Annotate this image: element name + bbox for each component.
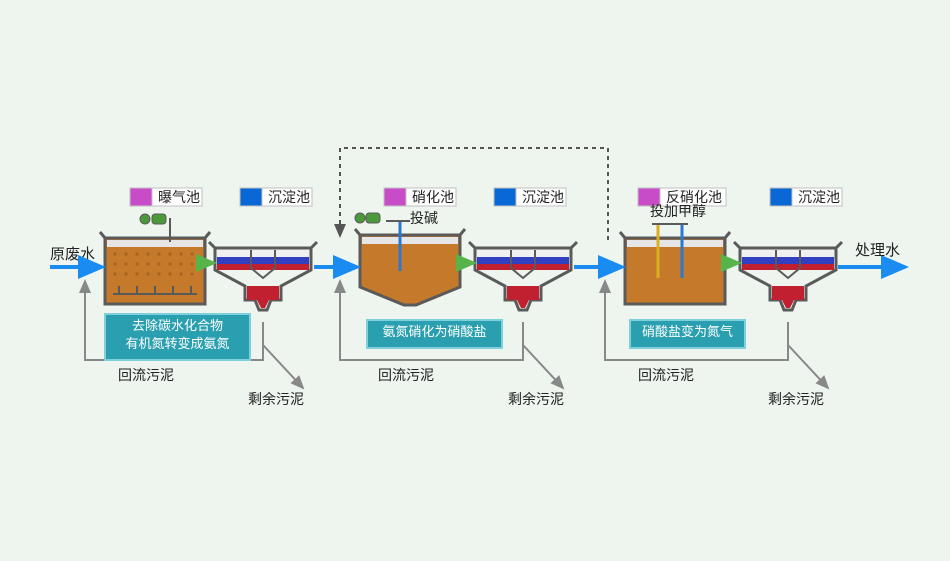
legend-swatch [240, 188, 262, 206]
process-box-text: 去除碳水化合物 [132, 318, 223, 333]
legend-label: 沉淀池 [798, 189, 840, 205]
bubble [146, 262, 149, 265]
bubble [124, 262, 127, 265]
bubble [190, 252, 193, 255]
legend-swatch [494, 188, 516, 206]
add-methanol-label: 投加甲醇 [650, 203, 706, 219]
bubble [179, 272, 182, 275]
settler-layer [217, 257, 309, 264]
pump-icon [355, 213, 365, 223]
tank-surface [107, 240, 203, 247]
bubble [179, 252, 182, 255]
legend-swatch [130, 188, 152, 206]
bubble [157, 262, 160, 265]
bubble [157, 252, 160, 255]
bubble [113, 252, 116, 255]
settler-layer [742, 250, 834, 257]
bubble [190, 272, 193, 275]
settler-layer [217, 264, 309, 270]
outflow-label: 处理水 [855, 242, 900, 259]
bubble [146, 272, 149, 275]
tank-surface [362, 237, 458, 244]
bubble [113, 272, 116, 275]
settler-layer [477, 257, 569, 264]
legend-label: 硝化池 [412, 189, 454, 205]
blower-icon [140, 214, 150, 224]
return-sludge-label: 回流污泥 [378, 367, 434, 383]
add-alkali-label: 投碱 [410, 210, 438, 226]
excess-sludge-label: 剩余污泥 [768, 391, 824, 407]
bubble [146, 252, 149, 255]
legend-swatch [770, 188, 792, 206]
process-box-text: 硝酸盐变为氮气 [642, 324, 733, 339]
process-box-text: 有机氮转变成氨氮 [125, 336, 229, 351]
bubble [113, 262, 116, 265]
legend-label: 沉淀池 [522, 189, 564, 205]
bubble [179, 262, 182, 265]
process-box-text: 氨氮硝化为硝酸盐 [382, 324, 486, 339]
bubble [168, 262, 171, 265]
legend-swatch [384, 188, 406, 206]
legend-label: 沉淀池 [268, 189, 310, 205]
settler-layer [742, 264, 834, 270]
settler-layer [217, 250, 309, 257]
inflow-label: 原废水 [50, 246, 95, 263]
bubble [168, 252, 171, 255]
bubble [135, 272, 138, 275]
tank-surface [627, 240, 723, 247]
bubble [135, 262, 138, 265]
settler-layer [742, 257, 834, 264]
bubble [168, 272, 171, 275]
bubble [157, 272, 160, 275]
bubble [124, 252, 127, 255]
bubble [135, 252, 138, 255]
excess-sludge-label: 剩余污泥 [508, 391, 564, 407]
blower-icon [152, 214, 166, 224]
legend-label: 曝气池 [158, 189, 200, 205]
reaction-tank [625, 238, 725, 304]
excess-sludge-label: 剩余污泥 [248, 391, 304, 407]
bubble [124, 272, 127, 275]
bubble [190, 262, 193, 265]
settler-layer [477, 250, 569, 257]
reaction-tank [360, 235, 460, 305]
pump-icon [366, 213, 380, 223]
return-sludge-label: 回流污泥 [118, 367, 174, 383]
settler-layer [477, 264, 569, 270]
return-sludge-label: 回流污泥 [638, 367, 694, 383]
